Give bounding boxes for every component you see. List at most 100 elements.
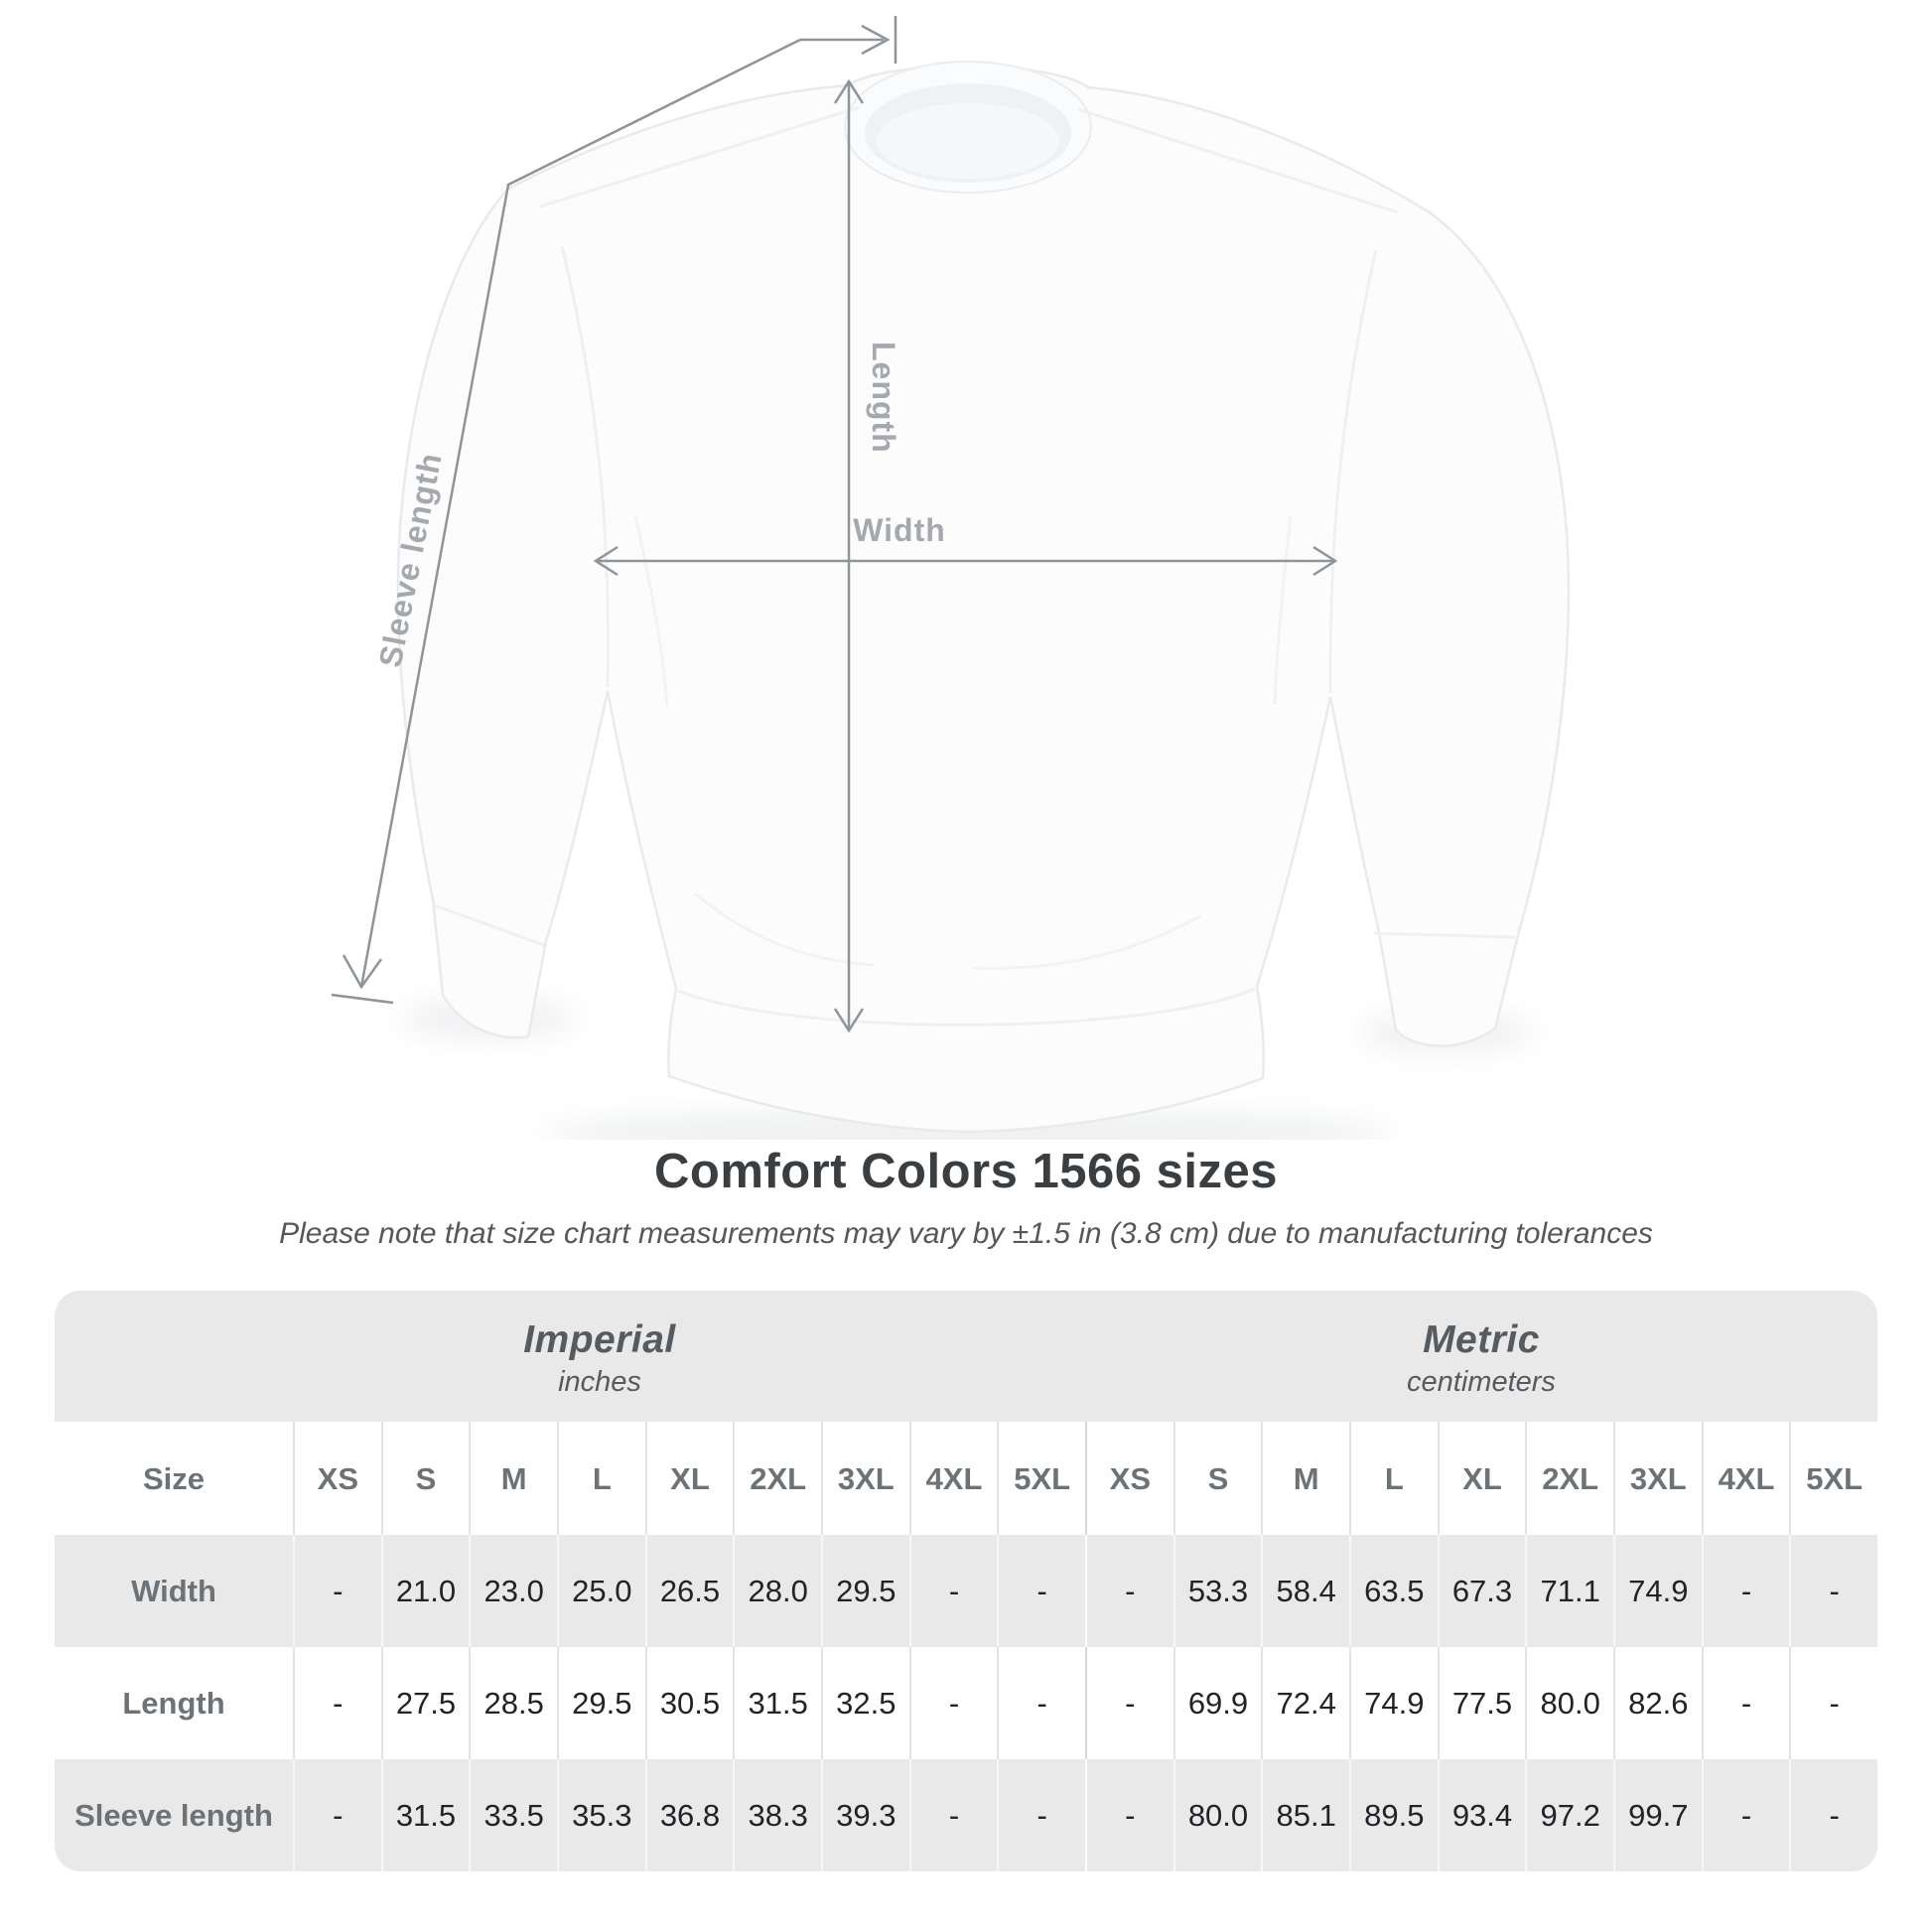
cell-sleeve-length-imperial-xl: 36.8 <box>644 1759 734 1871</box>
size-header-metric-4xl: 4XL <box>1701 1422 1790 1535</box>
size-header-metric-s: S <box>1173 1422 1262 1535</box>
row-label-length: Length <box>55 1647 293 1759</box>
cell-width-metric-l: 63.5 <box>1348 1535 1438 1647</box>
tolerance-note: Please note that size chart measurements… <box>279 1217 1653 1250</box>
cell-sleeve-length-metric-5xl: - <box>1789 1759 1877 1871</box>
cell-sleeve-length-metric-m: 85.1 <box>1261 1759 1349 1871</box>
cell-sleeve-length-metric-l: 89.5 <box>1348 1759 1438 1871</box>
cell-length-imperial-l: 29.5 <box>556 1647 645 1759</box>
cell-sleeve-length-metric-xs: - <box>1084 1759 1173 1871</box>
cell-width-imperial-3xl: 29.5 <box>820 1535 909 1647</box>
cell-width-metric-5xl: - <box>1789 1535 1877 1647</box>
imperial-section-header: Imperial inches <box>55 1291 1085 1422</box>
size-header-imperial-3xl: 3XL <box>820 1422 909 1535</box>
size-header-metric-5xl: 5XL <box>1789 1422 1877 1535</box>
garment-seams <box>434 105 1516 1027</box>
imperial-unit: inches <box>558 1365 641 1398</box>
cell-width-metric-s: 53.3 <box>1173 1535 1262 1647</box>
cell-sleeve-length-metric-xl: 93.4 <box>1437 1759 1526 1871</box>
size-header-metric-xs: XS <box>1084 1422 1173 1535</box>
cell-length-metric-2xl: 80.0 <box>1525 1647 1613 1759</box>
cell-length-imperial-s: 27.5 <box>380 1647 470 1759</box>
size-header-metric-xl: XL <box>1437 1422 1526 1535</box>
cell-sleeve-length-imperial-3xl: 39.3 <box>820 1759 909 1871</box>
cell-width-metric-2xl: 71.1 <box>1525 1535 1613 1647</box>
cell-sleeve-length-imperial-s: 31.5 <box>380 1759 470 1871</box>
length-arrow <box>833 78 865 1034</box>
width-arrow <box>593 545 1338 577</box>
measurement-lines <box>331 16 1338 1034</box>
size-column-header: Size <box>55 1422 293 1535</box>
cell-sleeve-length-imperial-2xl: 38.3 <box>733 1759 821 1871</box>
cell-width-imperial-l: 25.0 <box>556 1535 645 1647</box>
cell-width-imperial-s: 21.0 <box>380 1535 470 1647</box>
heading-block: Comfort Colors 1566 sizes Please note th… <box>0 1144 1932 1251</box>
cell-width-imperial-2xl: 28.0 <box>733 1535 821 1647</box>
sleeve-length-arrow <box>331 38 801 1005</box>
size-grid: Size XS S M L XL 2XL 3XL 4XL 5XL XS S M L XL 2XL 3XL 4XL 5… <box>55 1422 1877 1871</box>
cell-length-imperial-xl: 30.5 <box>644 1647 734 1759</box>
sweatshirt-illustration <box>396 61 1571 1140</box>
cell-width-imperial-5xl: - <box>997 1535 1085 1647</box>
cell-width-metric-xs: - <box>1084 1535 1173 1647</box>
page-title: Comfort Colors 1566 sizes <box>654 1145 1278 1198</box>
size-header-metric-3xl: 3XL <box>1612 1422 1702 1535</box>
cell-length-imperial-xs: - <box>293 1647 381 1759</box>
cell-sleeve-length-metric-2xl: 97.2 <box>1525 1759 1613 1871</box>
cell-length-metric-s: 69.9 <box>1173 1647 1262 1759</box>
cell-sleeve-length-metric-4xl: - <box>1701 1759 1790 1871</box>
cell-length-imperial-2xl: 31.5 <box>733 1647 821 1759</box>
cell-sleeve-length-imperial-5xl: - <box>997 1759 1085 1871</box>
cell-width-metric-3xl: 74.9 <box>1612 1535 1702 1647</box>
size-header-imperial-s: S <box>380 1422 470 1535</box>
cell-width-imperial-xs: - <box>293 1535 381 1647</box>
cell-sleeve-length-imperial-xs: - <box>293 1759 381 1871</box>
cell-length-imperial-3xl: 32.5 <box>820 1647 909 1759</box>
cell-width-imperial-m: 23.0 <box>469 1535 557 1647</box>
size-header-metric-m: M <box>1261 1422 1349 1535</box>
size-header-imperial-l: L <box>556 1422 645 1535</box>
row-label-sleeve-length: Sleeve length <box>55 1759 293 1871</box>
cell-width-imperial-xl: 26.5 <box>644 1535 734 1647</box>
width-label: Width <box>853 512 946 548</box>
cell-length-metric-l: 74.9 <box>1348 1647 1438 1759</box>
size-header-metric-2xl: 2XL <box>1525 1422 1613 1535</box>
metric-title: Metric <box>1423 1317 1540 1361</box>
cell-length-metric-5xl: - <box>1789 1647 1877 1759</box>
cell-length-metric-m: 72.4 <box>1261 1647 1349 1759</box>
neck-reference-arrow <box>800 16 897 64</box>
cell-width-metric-xl: 67.3 <box>1437 1535 1526 1647</box>
size-table: Imperial inches Metric centimeters Size X… <box>55 1291 1877 1871</box>
row-label-width: Width <box>55 1535 293 1647</box>
cell-sleeve-length-imperial-4xl: - <box>908 1759 998 1871</box>
metric-unit: centimeters <box>1407 1365 1556 1398</box>
cell-width-metric-4xl: - <box>1701 1535 1790 1647</box>
sleeve-length-tick <box>331 993 394 1005</box>
size-header-imperial-2xl: 2XL <box>733 1422 821 1535</box>
size-header-imperial-xl: XL <box>644 1422 734 1535</box>
garment-diagram: Sleeve length Length Width <box>331 16 1571 1140</box>
metric-section-header: Metric centimeters <box>1085 1291 1877 1422</box>
cell-length-metric-4xl: - <box>1701 1647 1790 1759</box>
cell-length-imperial-m: 28.5 <box>469 1647 557 1759</box>
size-header-imperial-5xl: 5XL <box>997 1422 1085 1535</box>
size-header-imperial-m: M <box>469 1422 557 1535</box>
size-header-imperial-xs: XS <box>293 1422 381 1535</box>
sweatshirt-diagram-svg: Sleeve length Length Width <box>331 16 1571 1140</box>
size-header-imperial-4xl: 4XL <box>908 1422 998 1535</box>
imperial-title: Imperial <box>523 1317 676 1361</box>
length-label: Length <box>866 342 901 454</box>
cell-sleeve-length-imperial-m: 33.5 <box>469 1759 557 1871</box>
cell-length-metric-xs: - <box>1084 1647 1173 1759</box>
cell-length-metric-3xl: 82.6 <box>1612 1647 1702 1759</box>
cell-width-metric-m: 58.4 <box>1261 1535 1349 1647</box>
sweatshirt-body <box>396 65 1571 1134</box>
cell-sleeve-length-imperial-l: 35.3 <box>556 1759 645 1871</box>
unit-band: Imperial inches Metric centimeters <box>55 1291 1877 1422</box>
cell-width-imperial-4xl: - <box>908 1535 998 1647</box>
cell-sleeve-length-metric-3xl: 99.7 <box>1612 1759 1702 1871</box>
cell-length-metric-xl: 77.5 <box>1437 1647 1526 1759</box>
cell-length-imperial-5xl: - <box>997 1647 1085 1759</box>
cell-length-imperial-4xl: - <box>908 1647 998 1759</box>
